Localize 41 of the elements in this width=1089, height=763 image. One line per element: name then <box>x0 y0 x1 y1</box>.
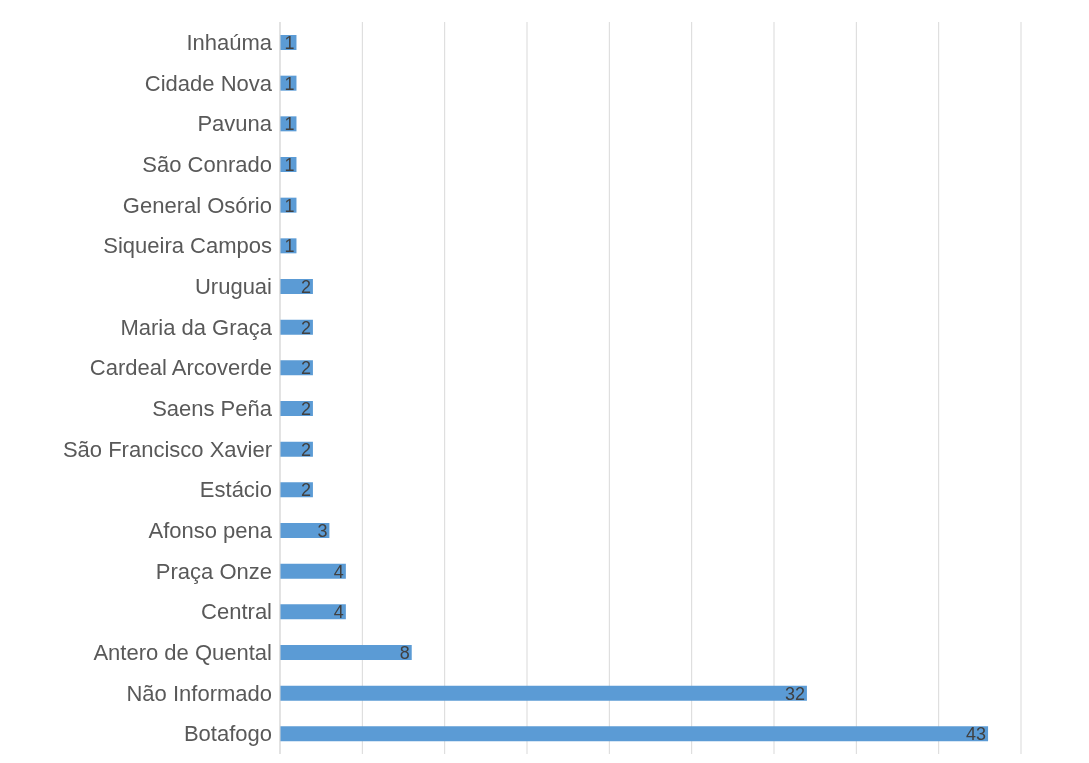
y-tick-label: Cardeal Arcoverde <box>89 355 272 381</box>
y-tick-label: Central <box>201 599 272 625</box>
data-label: 1 <box>284 236 295 257</box>
y-tick-label: Inhaúma <box>186 30 273 56</box>
data-label: 8 <box>399 642 410 663</box>
y-tick-label: São Conrado <box>142 152 272 178</box>
data-label: 4 <box>333 602 344 623</box>
y-tick-label: Antero de Quental <box>93 640 272 666</box>
y-tick-label: Botafogo <box>183 721 272 747</box>
bar <box>280 563 346 579</box>
data-label: 4 <box>333 561 344 582</box>
y-tick-label: Estácio <box>199 477 272 503</box>
data-label: 1 <box>284 32 295 53</box>
data-label: 2 <box>300 439 311 460</box>
data-label: 1 <box>284 114 295 135</box>
data-label: 1 <box>284 195 295 216</box>
data-label: 3 <box>317 520 328 541</box>
y-tick-label: São Francisco Xavier <box>62 436 272 462</box>
data-label: 2 <box>300 398 311 419</box>
y-tick-label: Não Informado <box>126 680 272 706</box>
data-label: 2 <box>300 480 311 501</box>
data-label: 1 <box>284 154 295 175</box>
y-tick-label: Praça Onze <box>155 558 272 584</box>
bar <box>280 604 346 620</box>
y-tick-label: Pavuna <box>197 111 273 137</box>
y-tick-label: Cidade Nova <box>144 70 273 96</box>
y-tick-label: Saens Peña <box>152 396 273 422</box>
data-label: 43 <box>966 724 987 745</box>
data-label: 2 <box>300 276 311 297</box>
bar <box>280 685 807 701</box>
data-label: 2 <box>300 317 311 338</box>
y-tick-label: Afonso pena <box>148 518 273 544</box>
bar <box>280 645 412 660</box>
data-label: 1 <box>284 73 295 94</box>
y-tick-label: Maria da Graça <box>120 314 273 340</box>
y-tick-label: General Osório <box>122 192 272 218</box>
y-tick-label: Uruguai <box>194 274 272 300</box>
data-label: 2 <box>300 358 311 379</box>
y-tick-label: Siqueira Campos <box>103 233 272 259</box>
bar <box>280 726 989 742</box>
data-label: 32 <box>784 683 805 704</box>
